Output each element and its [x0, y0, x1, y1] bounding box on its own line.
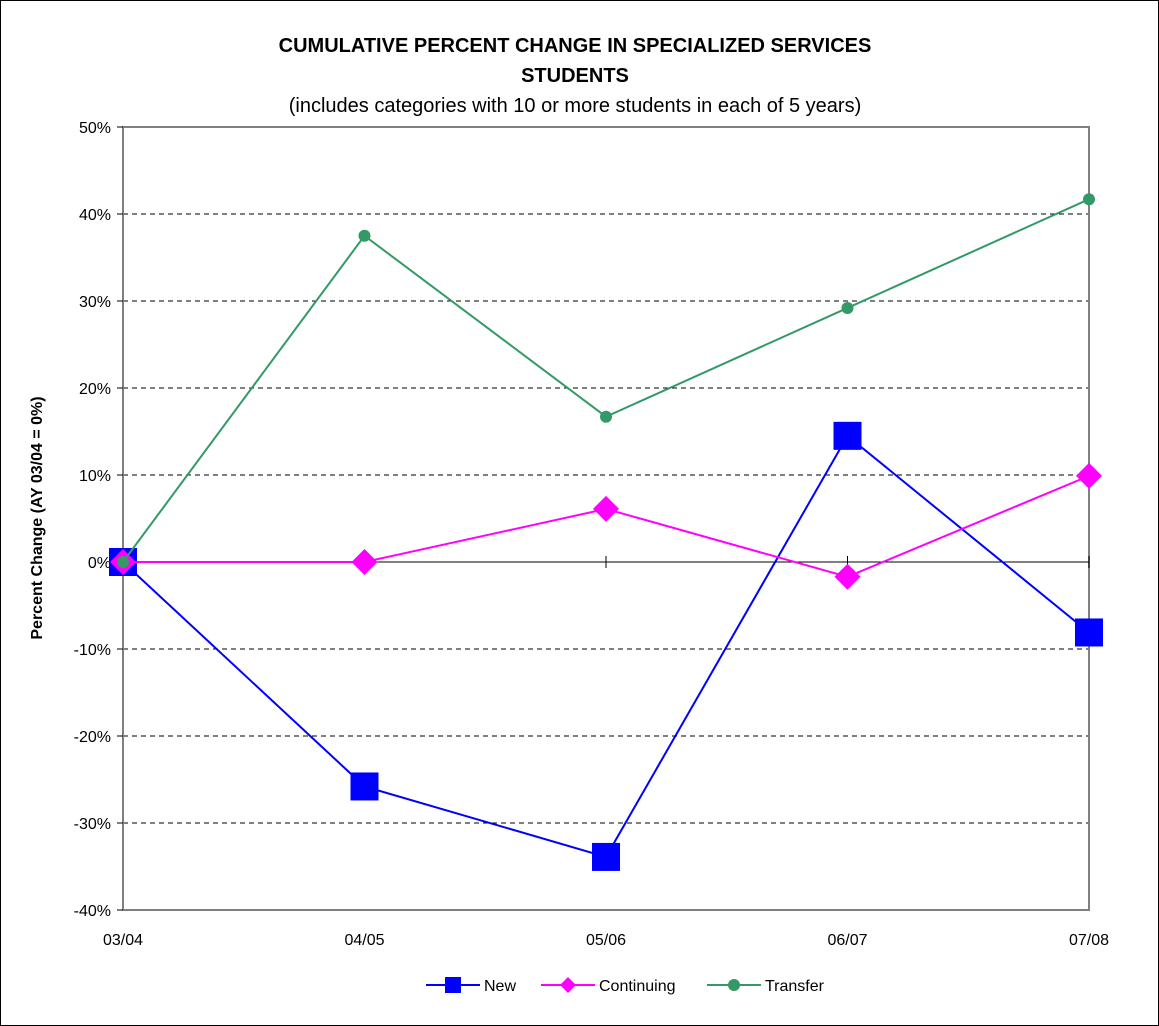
- series-transfer: [117, 193, 1095, 568]
- data-point-continuing: [593, 495, 619, 522]
- data-point-continuing: [1076, 462, 1102, 489]
- legend-label-continuing: Continuing: [599, 978, 676, 995]
- series-continuing: [110, 462, 1102, 590]
- x-tick-label: 04/05: [344, 932, 384, 949]
- data-point-new: [1075, 618, 1103, 647]
- data-point-new: [833, 421, 862, 450]
- y-tick-label: 50%: [79, 120, 111, 137]
- gridlines: [123, 213, 1089, 824]
- data-point-transfer: [358, 229, 371, 242]
- x-tick-label: 05/06: [586, 932, 626, 949]
- series-group: [109, 193, 1103, 871]
- y-tick-label: 30%: [79, 294, 111, 311]
- y-tick-label: -10%: [74, 642, 111, 659]
- legend: New Continuing Transfer: [426, 977, 825, 995]
- y-axis-label: Percent Change (AY 03/04 = 0%): [29, 396, 46, 639]
- legend-label-transfer: Transfer: [765, 978, 825, 995]
- data-point-transfer: [600, 410, 612, 423]
- y-tick-label: 0%: [88, 555, 111, 572]
- y-tick-label: 20%: [79, 381, 111, 398]
- plot-area: [122, 126, 1090, 911]
- legend-marker-transfer: [728, 979, 740, 991]
- legend-item-continuing: Continuing: [541, 977, 676, 995]
- y-tick-label: 10%: [79, 468, 111, 485]
- data-point-continuing: [834, 563, 861, 590]
- x-tick-label: 06/07: [827, 932, 867, 949]
- chart-title: CUMULATIVE PERCENT CHANGE IN SPECIALIZED…: [279, 35, 872, 57]
- legend-marker-new: [445, 977, 461, 993]
- data-point-new: [350, 772, 379, 801]
- chart-subtitle: (includes categories with 10 or more stu…: [289, 95, 862, 117]
- y-tick-label: -40%: [74, 903, 111, 920]
- legend-item-transfer: Transfer: [707, 978, 825, 995]
- data-point-transfer: [841, 301, 854, 314]
- data-point-new: [592, 842, 620, 871]
- legend-label-new: New: [484, 978, 516, 995]
- series-new: [109, 421, 1103, 871]
- y-tick-label: 40%: [79, 207, 111, 224]
- chart-title-line2: STUDENTS: [521, 65, 629, 87]
- x-tick-label: 07/08: [1069, 932, 1109, 949]
- x-tick-label: 03/04: [103, 932, 143, 949]
- data-point-transfer: [1083, 193, 1095, 206]
- x-tick-labels: 03/04 04/05 05/06 06/07 07/08: [103, 932, 1109, 949]
- data-point-transfer: [117, 556, 129, 568]
- data-point-continuing: [351, 549, 378, 575]
- y-tick-label: -30%: [74, 816, 111, 833]
- y-tick-label: -20%: [74, 729, 111, 746]
- legend-item-new: New: [426, 977, 516, 995]
- legend-marker-continuing: [560, 977, 576, 993]
- y-tick-labels: -40% -30% -20% -10% 0% 10% 20% 30% 40% 50%: [74, 120, 111, 920]
